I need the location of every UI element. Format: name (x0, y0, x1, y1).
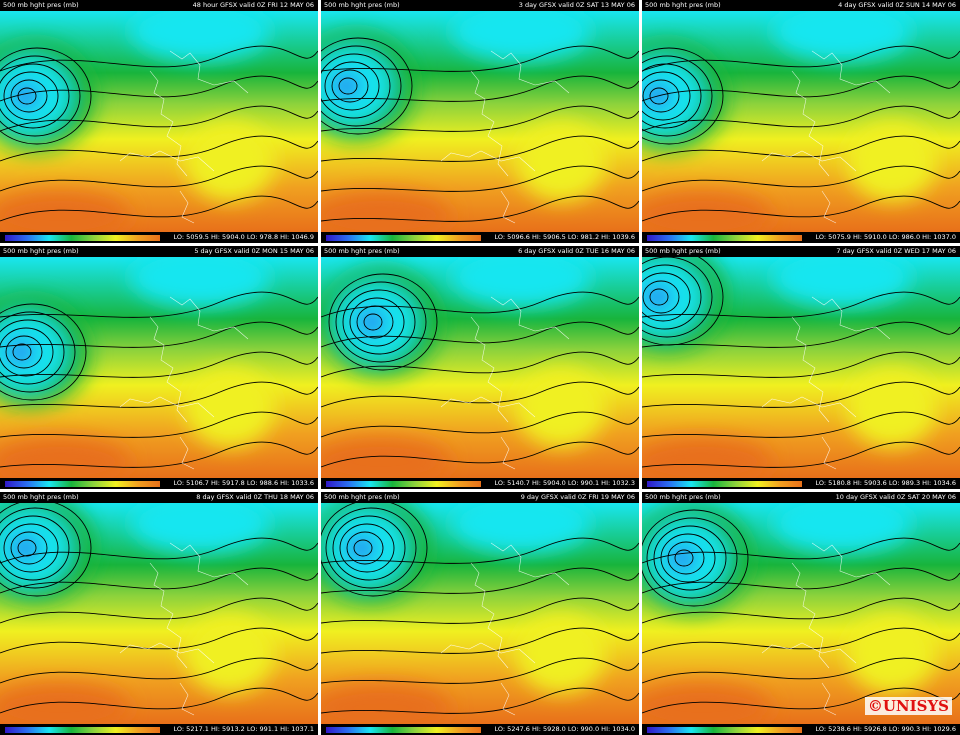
map (321, 503, 639, 724)
forecast-panel: 500 mb hght pres (mb) 48 hour GFSX valid … (0, 0, 318, 243)
field-label: 500 mb hght pres (mb) (324, 1, 400, 9)
panel-footer: LO: 5106.7 HI: 5917.8 LO: 988.6 HI: 1033… (0, 478, 318, 489)
forecast-panel: 500 mb hght pres (mb) 6 day GFSX valid 0Z… (321, 246, 639, 489)
panel-header: 500 mb hght pres (mb) 5 day GFSX valid 0Z… (0, 246, 318, 257)
field-label: 500 mb hght pres (mb) (645, 1, 721, 9)
coastlines (119, 542, 249, 716)
extremes: LO: 5180.8 HI: 5903.6 LO: 989.3 HI: 1034… (815, 479, 956, 487)
field-label: 500 mb hght pres (mb) (645, 247, 721, 255)
field-label: 500 mb hght pres (mb) (3, 247, 79, 255)
contours (642, 45, 960, 222)
coastlines (119, 50, 249, 224)
valid-time: 7 day GFSX valid 0Z WED 17 MAY 06 (836, 247, 956, 255)
forecast-panel: 500 mb hght pres (mb) 10 day GFSX valid 0… (642, 492, 960, 735)
color-scale (326, 727, 481, 733)
forecast-panel: 500 mb hght pres (mb) 3 day GFSX valid 0Z… (321, 0, 639, 243)
map (642, 11, 960, 232)
panel-header: 500 mb hght pres (mb) 4 day GFSX valid 0Z… (642, 0, 960, 11)
valid-time: 5 day GFSX valid 0Z MON 15 MAY 06 (194, 247, 314, 255)
panel-header: 500 mb hght pres (mb) 9 day GFSX valid 0Z… (321, 492, 639, 503)
valid-time: 3 day GFSX valid 0Z SAT 13 MAY 06 (518, 1, 635, 9)
color-scale (647, 481, 802, 487)
panel-header: 500 mb hght pres (mb) 48 hour GFSX valid … (0, 0, 318, 11)
map (642, 257, 960, 478)
valid-time: 8 day GFSX valid 0Z THU 18 MAY 06 (196, 493, 314, 501)
panel-footer: LO: 5247.6 HI: 5928.0 LO: 990.0 HI: 1034… (321, 724, 639, 735)
extremes: LO: 5096.6 HI: 5906.5 LO: 981.2 HI: 1039… (494, 233, 635, 241)
field-label: 500 mb hght pres (mb) (3, 493, 79, 501)
coastlines (440, 296, 570, 470)
panel-footer: LO: 5180.8 HI: 5903.6 LO: 989.3 HI: 1034… (642, 478, 960, 489)
panel-footer: LO: 5140.7 HI: 5904.0 LO: 990.1 HI: 1032… (321, 478, 639, 489)
extremes: LO: 5075.9 HI: 5910.0 LO: 986.0 HI: 1037… (815, 233, 956, 241)
color-scale (5, 727, 160, 733)
map (0, 503, 318, 724)
color-scale (326, 235, 481, 241)
forecast-panel: 500 mb hght pres (mb) 9 day GFSX valid 0Z… (321, 492, 639, 735)
valid-time: 48 hour GFSX valid 0Z FRI 12 MAY 06 (192, 1, 314, 9)
contours (642, 257, 960, 468)
extremes: LO: 5059.5 HI: 5904.0 LO: 978.8 HI: 1046… (173, 233, 314, 241)
valid-time: 9 day GFSX valid 0Z FRI 19 MAY 06 (520, 493, 635, 501)
panel-header: 500 mb hght pres (mb) 8 day GFSX valid 0Z… (0, 492, 318, 503)
contours (321, 37, 639, 222)
color-scale (647, 235, 802, 241)
panel-footer: LO: 5217.1 HI: 5913.2 LO: 991.1 HI: 1037… (0, 724, 318, 735)
map (0, 11, 318, 232)
coastlines (761, 50, 891, 224)
contours (321, 273, 639, 468)
field-label: 500 mb hght pres (mb) (3, 1, 79, 9)
color-scale (5, 235, 160, 241)
color-scale (647, 727, 802, 733)
coastlines (440, 542, 570, 716)
extremes: LO: 5217.1 HI: 5913.2 LO: 991.1 HI: 1037… (173, 725, 314, 733)
panel-footer: LO: 5096.6 HI: 5906.5 LO: 981.2 HI: 1039… (321, 232, 639, 243)
extremes: LO: 5106.7 HI: 5917.8 LO: 988.6 HI: 1033… (173, 479, 314, 487)
field-label: 500 mb hght pres (mb) (324, 247, 400, 255)
valid-time: 4 day GFSX valid 0Z SUN 14 MAY 06 (838, 1, 956, 9)
panel-header: 500 mb hght pres (mb) 7 day GFSX valid 0Z… (642, 246, 960, 257)
contours (0, 45, 318, 222)
extremes: LO: 5238.6 HI: 5926.8 LO: 990.3 HI: 1029… (815, 725, 956, 733)
panel-footer: LO: 5238.6 HI: 5926.8 LO: 990.3 HI: 1029… (642, 724, 960, 735)
extremes: LO: 5247.6 HI: 5928.0 LO: 990.0 HI: 1034… (494, 725, 635, 733)
extremes: LO: 5140.7 HI: 5904.0 LO: 990.1 HI: 1032… (494, 479, 635, 487)
panel-header: 500 mb hght pres (mb) 6 day GFSX valid 0Z… (321, 246, 639, 257)
field-label: 500 mb hght pres (mb) (645, 493, 721, 501)
contours (0, 291, 318, 468)
coastlines (761, 296, 891, 470)
map (0, 257, 318, 478)
map (642, 503, 960, 724)
coastlines (119, 296, 249, 470)
contours (321, 503, 639, 714)
panel-header: 500 mb hght pres (mb) 10 day GFSX valid 0… (642, 492, 960, 503)
panel-footer: LO: 5059.5 HI: 5904.0 LO: 978.8 HI: 1046… (0, 232, 318, 243)
valid-time: 6 day GFSX valid 0Z TUE 16 MAY 06 (518, 247, 635, 255)
color-scale (326, 481, 481, 487)
forecast-panel: 500 mb hght pres (mb) 7 day GFSX valid 0Z… (642, 246, 960, 489)
logo: ©UNISYS (864, 697, 952, 715)
contours (642, 509, 960, 714)
coastlines (761, 542, 891, 716)
panel-footer: LO: 5075.9 HI: 5910.0 LO: 986.0 HI: 1037… (642, 232, 960, 243)
field-label: 500 mb hght pres (mb) (324, 493, 400, 501)
forecast-panel: 500 mb hght pres (mb) 8 day GFSX valid 0Z… (0, 492, 318, 735)
color-scale (5, 481, 160, 487)
forecast-panel: 500 mb hght pres (mb) 4 day GFSX valid 0Z… (642, 0, 960, 243)
coastlines (440, 50, 570, 224)
panel-header: 500 mb hght pres (mb) 3 day GFSX valid 0Z… (321, 0, 639, 11)
contours (0, 503, 318, 714)
map (321, 257, 639, 478)
forecast-panel: 500 mb hght pres (mb) 5 day GFSX valid 0Z… (0, 246, 318, 489)
map (321, 11, 639, 232)
valid-time: 10 day GFSX valid 0Z SAT 20 MAY 06 (835, 493, 956, 501)
